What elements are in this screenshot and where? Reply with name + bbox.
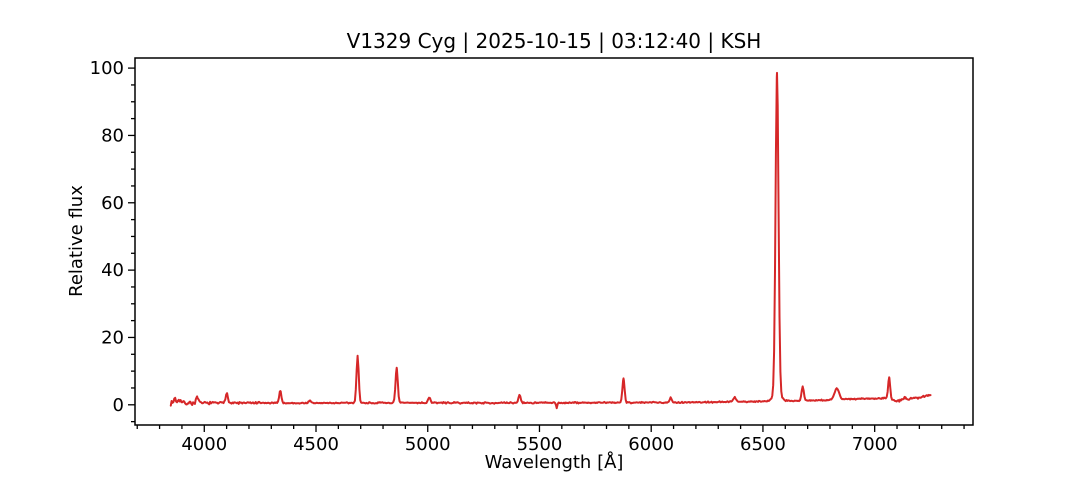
- y-axis-label: Relative flux: [66, 185, 87, 297]
- x-tick-label: 6000: [628, 434, 674, 455]
- x-tick-label: 5500: [517, 434, 563, 455]
- y-tick-label: 0: [113, 395, 124, 416]
- x-tick-label: 6500: [740, 434, 786, 455]
- chart-title: V1329 Cyg | 2025-10-15 | 03:12:40 | KSH: [347, 29, 762, 53]
- spectrum-trace: [169, 71, 932, 410]
- x-tick-label: 5000: [405, 434, 451, 455]
- y-tick-label: 40: [101, 260, 124, 281]
- y-tick-label: 20: [101, 327, 124, 348]
- axis-tick-labels: 4000 4500 5000 5500 6000 6500 7000 0 20 40 60 80 100: [90, 58, 898, 455]
- x-tick-label: 4000: [181, 434, 227, 455]
- y-tick-label: 100: [90, 58, 124, 79]
- y-tick-label: 80: [101, 125, 124, 146]
- y-tick-label: 60: [101, 193, 124, 214]
- x-axis-label: Wavelength [Å]: [485, 451, 624, 473]
- x-tick-label: 7000: [852, 434, 898, 455]
- plot-border: [134, 57, 974, 426]
- x-tick-label: 4500: [293, 434, 339, 455]
